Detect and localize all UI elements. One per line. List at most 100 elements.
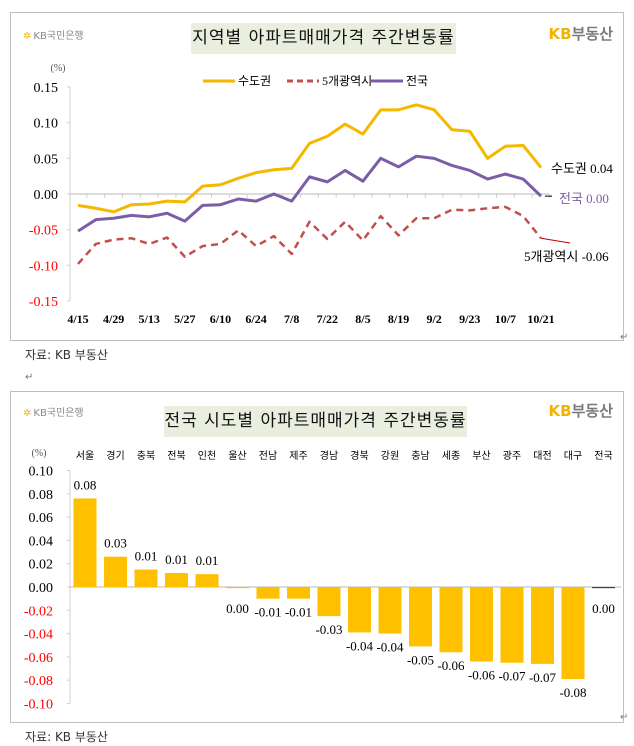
category-label: 세종 bbox=[442, 450, 460, 462]
data-label: 0.08 bbox=[74, 477, 97, 492]
category-label: 울산 bbox=[228, 450, 246, 462]
y-tick-label: 0.10 bbox=[29, 465, 54, 480]
bar bbox=[195, 574, 219, 587]
brand-rest: 부동산 bbox=[571, 25, 613, 43]
end-label-nation: 전국 0.00 bbox=[559, 191, 609, 206]
brand-kb: KB bbox=[548, 25, 572, 43]
data-label: -0.04 bbox=[346, 638, 374, 653]
bar bbox=[470, 587, 493, 662]
bar bbox=[439, 587, 463, 653]
y-tick-label: 0.10 bbox=[34, 117, 59, 132]
kb-bank-logo: ✲ KB국민은행 bbox=[23, 27, 84, 42]
x-tick-label: 4/15 bbox=[67, 312, 88, 326]
kb-star-icon: ✲ bbox=[23, 408, 32, 419]
kb-bank-logo: ✲ KB국민은행 bbox=[23, 404, 84, 419]
data-label: 0.00 bbox=[226, 601, 249, 616]
y-tick-label: 0.04 bbox=[29, 534, 54, 549]
x-tick-label: 7/22 bbox=[317, 312, 338, 326]
source-caption: 자료: KB 부동산 bbox=[25, 730, 108, 744]
paragraph-mark: ↵ bbox=[620, 332, 629, 343]
category-label: 전국 bbox=[594, 450, 612, 462]
x-tick-label: 7/8 bbox=[284, 312, 299, 326]
category-label: 제주 bbox=[289, 450, 307, 462]
paragraph-mark: ↵ bbox=[25, 372, 34, 383]
x-tick-label: 8/19 bbox=[388, 312, 409, 326]
logo-text: KB국민은행 bbox=[33, 408, 84, 419]
y-tick-label: 0.08 bbox=[29, 488, 54, 503]
category-label: 전북 bbox=[167, 450, 185, 462]
bar-chart: (%)0.100.080.060.040.020.00-0.02-0.04-0.… bbox=[24, 448, 621, 713]
bar bbox=[256, 587, 280, 599]
x-tick-label: 8/5 bbox=[355, 312, 370, 326]
y-tick-label: 0.06 bbox=[29, 511, 54, 526]
y-tick-label: 0.00 bbox=[29, 581, 54, 596]
data-label: 0.01 bbox=[135, 549, 158, 564]
bar bbox=[104, 556, 127, 587]
y-tick-label: 0.15 bbox=[34, 81, 59, 96]
y-tick-label: -0.10 bbox=[24, 698, 53, 713]
data-label: -0.05 bbox=[407, 652, 434, 667]
legend-label: 수도권 bbox=[238, 74, 271, 88]
x-tick-label: 9/2 bbox=[426, 312, 441, 326]
category-label: 강원 bbox=[381, 450, 399, 462]
data-label: -0.07 bbox=[498, 669, 526, 684]
y-tick-label: 0.02 bbox=[29, 558, 54, 573]
bar bbox=[134, 569, 158, 587]
data-label: -0.06 bbox=[437, 658, 465, 673]
data-label: -0.07 bbox=[529, 670, 557, 685]
category-label: 전남 bbox=[259, 450, 277, 462]
line-chart: (%) 0.15 0.10 0.05 0.00 -0.05 -0.10 -0.15 4/15 4/… bbox=[29, 63, 614, 326]
bar bbox=[73, 498, 97, 587]
y-tick-label: 0.00 bbox=[34, 188, 59, 203]
bar bbox=[500, 587, 524, 663]
data-label: -0.01 bbox=[285, 605, 312, 620]
series-line-0 bbox=[77, 103, 543, 214]
chart-title: 지역별 아파트매매가격 주간변동률 bbox=[191, 23, 456, 54]
logo-text: KB국민은행 bbox=[33, 31, 84, 42]
y-tick-label: -0.05 bbox=[29, 224, 58, 239]
bar bbox=[317, 587, 341, 617]
kb-star-icon: ✲ bbox=[23, 31, 32, 42]
source-caption: 자료: KB 부동산 bbox=[25, 348, 108, 362]
bar bbox=[165, 573, 188, 587]
line-chart-panel: ✲ KB국민은행 KB부동산 지역별 아파트매매가격 주간변동률 (%) 0.15 0… bbox=[10, 12, 624, 341]
bar bbox=[409, 587, 432, 647]
paragraph-mark: ↵ bbox=[620, 712, 629, 723]
category-label: 인천 bbox=[198, 450, 216, 462]
category-label: 경북 bbox=[350, 449, 368, 462]
y-axis-unit: (%) bbox=[51, 63, 66, 74]
bar bbox=[592, 587, 615, 589]
category-label: 부산 bbox=[472, 450, 490, 462]
end-label-five-metros: 5개광역시 -0.06 bbox=[524, 249, 609, 264]
y-tick-label: -0.02 bbox=[24, 604, 53, 619]
kb-real-estate-brand: KB부동산 bbox=[549, 23, 613, 44]
leader-line bbox=[540, 237, 571, 244]
end-label-seoul-metro: 수도권 0.04 bbox=[551, 161, 613, 176]
x-tick-label: 6/24 bbox=[245, 312, 266, 326]
bar bbox=[378, 587, 402, 634]
data-label: -0.04 bbox=[376, 640, 404, 655]
category-label: 광주 bbox=[503, 450, 521, 462]
data-label: 0.01 bbox=[196, 553, 219, 568]
legend-label: 전국 bbox=[406, 74, 428, 88]
brand-kb: KB bbox=[548, 402, 572, 420]
data-label: 0.03 bbox=[104, 536, 127, 551]
y-tick-label: -0.15 bbox=[29, 295, 58, 310]
bar-chart-panel: ✲ KB국민은행 KB부동산 전국 시도별 아파트매매가격 주간변동률 (%) 0.… bbox=[10, 391, 624, 723]
bar bbox=[348, 587, 371, 633]
x-tick-label: 5/13 bbox=[139, 312, 160, 326]
x-tick-label: 10/21 bbox=[527, 312, 554, 326]
y-axis-unit: (%) bbox=[32, 448, 47, 459]
x-tick-label: 10/7 bbox=[495, 312, 516, 326]
category-label: 충북 bbox=[137, 450, 155, 462]
bar bbox=[531, 587, 554, 664]
data-label: 0.01 bbox=[165, 552, 188, 567]
y-tick-label: 0.05 bbox=[34, 152, 59, 167]
category-label: 대구 bbox=[564, 450, 582, 462]
chart-title: 전국 시도별 아파트매매가격 주간변동률 bbox=[164, 406, 467, 437]
legend-label: 5개광역시 bbox=[322, 74, 372, 88]
y-tick-label: -0.06 bbox=[24, 651, 53, 666]
category-label: 경기 bbox=[106, 449, 124, 462]
bar bbox=[287, 587, 310, 599]
